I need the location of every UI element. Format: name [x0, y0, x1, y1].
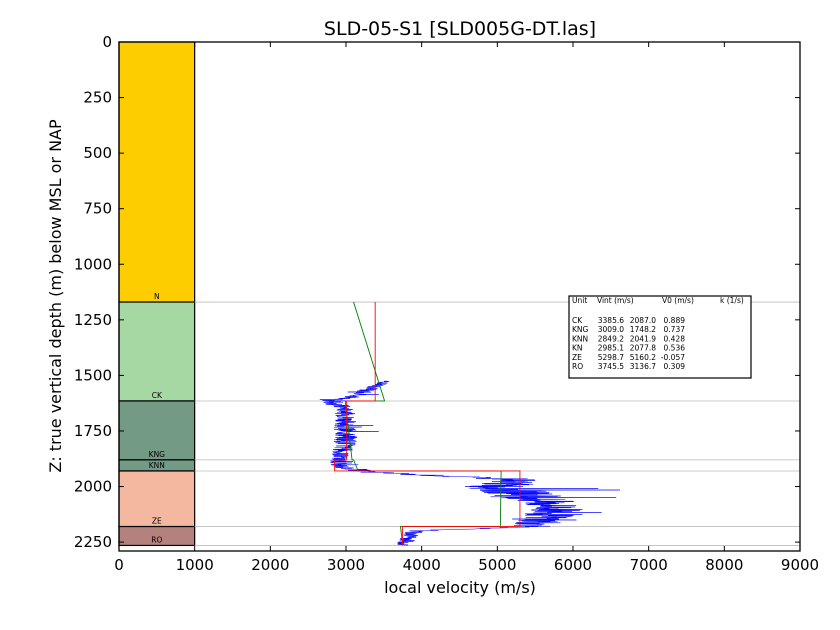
- table-header-cell: Vint (m/s): [597, 296, 634, 305]
- table-cell: 0.889: [664, 316, 686, 325]
- table-cell: KNN: [572, 334, 588, 343]
- x-tick-label: 0: [114, 556, 124, 574]
- table-header-cell: V0 (m/s): [662, 296, 694, 305]
- table-cell: 1748.2: [630, 325, 656, 334]
- x-tick-label: 8000: [705, 556, 743, 574]
- table-cell: 3009.0: [598, 325, 624, 334]
- table-header-cell: Unit: [572, 296, 587, 305]
- formation-block-kng: [118, 400, 196, 461]
- table-cell: 3136.7: [630, 362, 656, 371]
- x-tick-label: 6000: [554, 556, 592, 574]
- series-interval-velocity: [334, 302, 521, 546]
- table-cell: 0.737: [664, 325, 686, 334]
- series-linear-v0-k: [344, 301, 502, 546]
- y-tick-label: 1250: [74, 311, 112, 329]
- formation-label-n: N: [154, 292, 160, 301]
- table-cell: 0.428: [664, 334, 686, 343]
- x-axis-label: local velocity (m/s): [384, 578, 536, 597]
- y-tick-label: 1750: [74, 422, 112, 440]
- table-cell: 5298.7: [598, 353, 624, 362]
- table-cell: RO: [572, 362, 583, 371]
- x-tick-label: 7000: [630, 556, 668, 574]
- table-header-cell: k (1/s): [720, 296, 744, 305]
- y-axis-label: Z: true vertical depth (m) below MSL or …: [46, 119, 65, 473]
- y-tick-label: 250: [83, 89, 112, 107]
- formation-block-ck: [118, 301, 196, 402]
- formation-label-ze: ZE: [152, 517, 162, 526]
- y-tick-label: 0: [102, 33, 112, 51]
- x-tick-label: 2000: [251, 556, 289, 574]
- table-cell: 2985.1: [598, 344, 624, 353]
- x-tick-label: 1000: [176, 556, 214, 574]
- y-tick-label: 1500: [74, 366, 112, 384]
- table-cell: 2077.8: [630, 344, 656, 353]
- table-cell: 3745.5: [598, 362, 624, 371]
- formation-label-ck: CK: [152, 391, 163, 400]
- x-tick-label: 3000: [327, 556, 365, 574]
- y-tick-label: 750: [83, 200, 112, 218]
- x-tick-label: 9000: [781, 556, 819, 574]
- x-tick-label: 5000: [478, 556, 516, 574]
- chart-title: SLD-05-S1 [SLD005G-DT.las]: [324, 18, 596, 40]
- table-cell: 3385.6: [598, 316, 624, 325]
- axes-frame: [118, 41, 801, 552]
- table-cell: CK: [572, 316, 583, 325]
- table-cell: 2087.0: [630, 316, 656, 325]
- table-cell: 0.536: [664, 344, 686, 353]
- table-cell: 2041.9: [630, 334, 656, 343]
- formation-label-ro: RO: [151, 535, 162, 544]
- y-tick-label: 1000: [74, 255, 112, 273]
- table-cell: -0.057: [661, 353, 685, 362]
- y-tick-label: 500: [83, 144, 112, 162]
- series-sonic-log: [319, 380, 620, 546]
- table-cell: 2849.2: [598, 334, 624, 343]
- table-cell: ZE: [572, 353, 582, 362]
- table-cell: KNG: [572, 325, 589, 334]
- table-cell: 5160.2: [630, 353, 656, 362]
- parameter-table: Unit Vint (m/s) V0 (m/s) k (1/s) CK 3385.6 208…: [568, 295, 752, 379]
- table-cell: 0.309: [664, 362, 686, 371]
- table-cell: KN: [572, 344, 583, 353]
- formation-block-n: [118, 41, 196, 303]
- y-tick-label: 2000: [74, 478, 112, 496]
- formation-label-knn: KNN: [149, 461, 165, 470]
- formation-label-kng: KNG: [149, 450, 166, 459]
- table-box: [568, 295, 752, 379]
- y-tick-label: 2250: [74, 533, 112, 551]
- x-tick-label: 4000: [403, 556, 441, 574]
